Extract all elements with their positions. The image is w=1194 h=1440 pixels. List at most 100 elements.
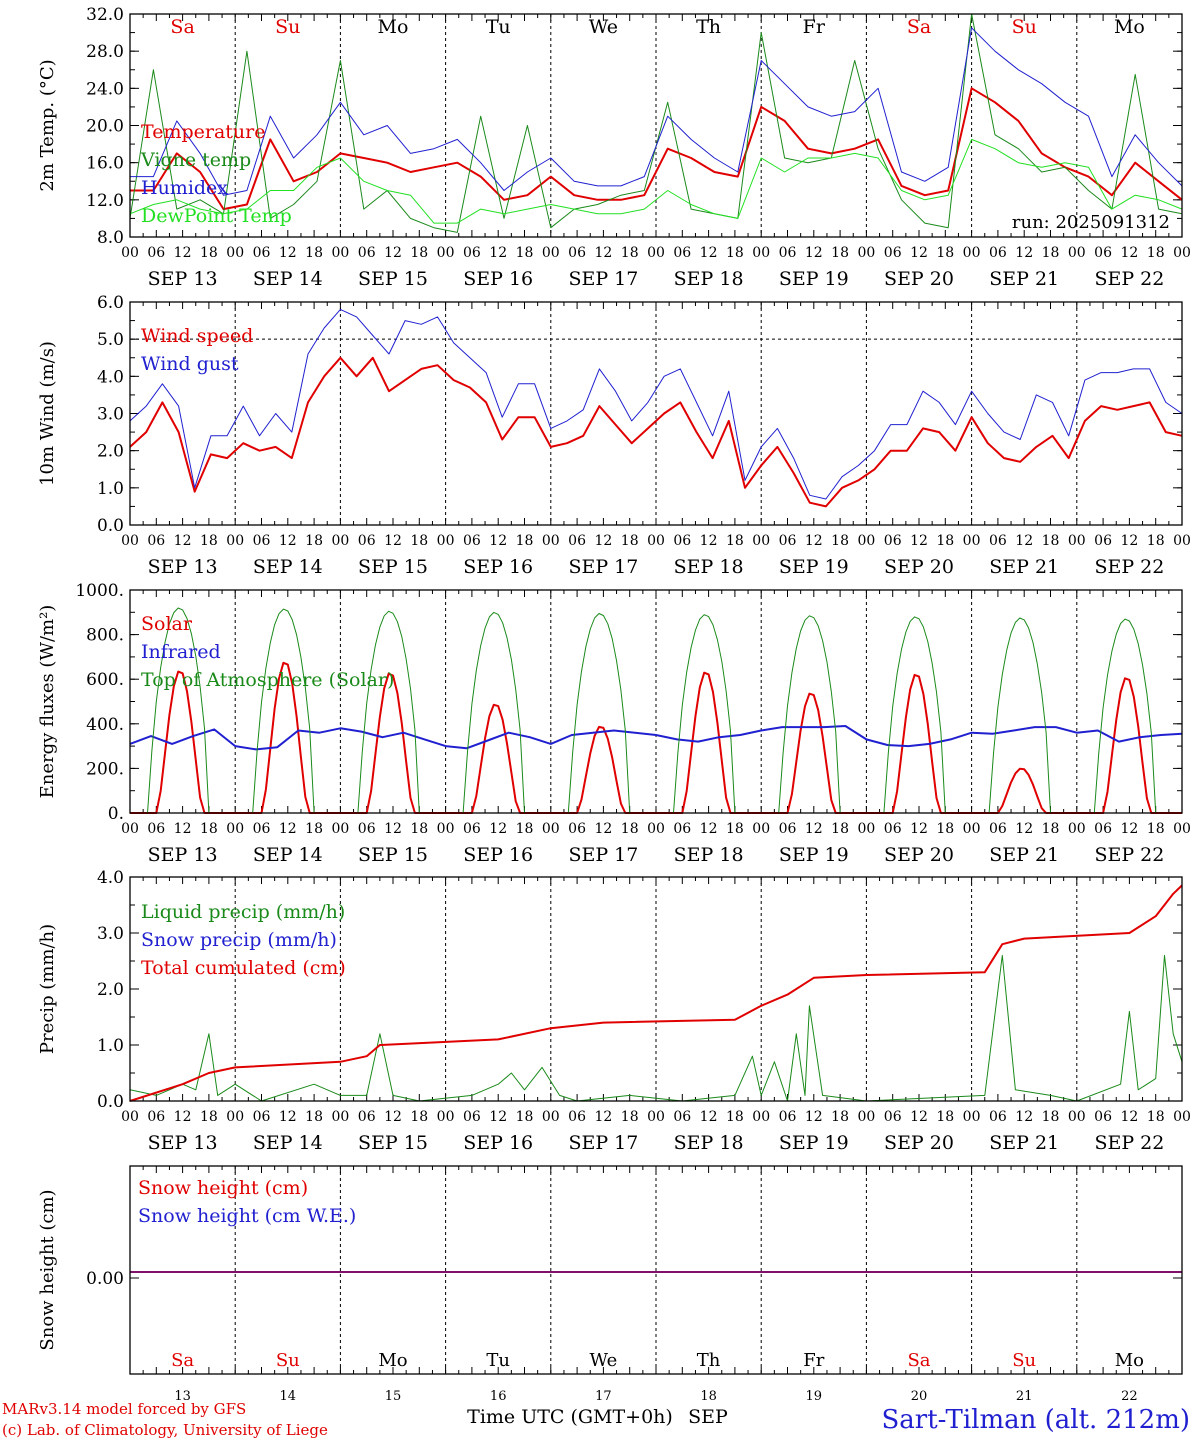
x-hour-label: 18: [936, 1109, 954, 1125]
legend-entry: Snow height (cm W.E.): [138, 1205, 356, 1227]
series-line-wind-speed: [129, 356, 1183, 508]
x-hour-label: 06: [779, 1109, 797, 1125]
y-axis-title: Energy fluxes (W/m²): [37, 605, 58, 799]
weekday-label: We: [589, 16, 618, 38]
y-tick-label: 20.0: [86, 117, 124, 137]
plot-frame: [129, 13, 1183, 238]
x-day-label: SEP 17: [568, 556, 638, 578]
x-day-label: SEP 21: [989, 268, 1059, 290]
y-tick-label: 3.0: [97, 405, 124, 425]
series-line-wind-gust: [129, 308, 1183, 500]
x-hour-label: 00: [121, 245, 139, 261]
legend-entry: Humidex: [141, 177, 228, 199]
x-hour-label: 06: [673, 1109, 691, 1125]
x-hour-label: 00: [857, 1109, 875, 1125]
x-hour-label: 18: [1042, 821, 1060, 837]
x-hour-label: 06: [989, 821, 1007, 837]
x-hour-label: 18: [516, 821, 534, 837]
credit-line-2: (c) Lab. of Climatology, University of L…: [2, 1421, 328, 1439]
x-hour-label: 12: [384, 533, 402, 549]
panel-wind: 0.0 1.0 2.0 3.0 4.0 5.0 6.0 10m Wind (m/s) Wind …: [37, 293, 1191, 578]
y-tick-label: 0.: [108, 804, 124, 824]
x-hour-label: 18: [831, 821, 849, 837]
x-hour-label: 12: [279, 821, 297, 837]
x-hour-label: 12: [174, 245, 192, 261]
weekday-label: Tu: [486, 16, 511, 38]
x-hour-label: 06: [568, 1109, 586, 1125]
series-line-infrared: [129, 725, 1183, 751]
y-tick-label: 2.0: [97, 442, 124, 462]
x-day-label: SEP 18: [674, 556, 744, 578]
x-hour-label: 12: [805, 245, 823, 261]
x-day-label: SEP 20: [884, 1132, 954, 1154]
x-hour-label: 18: [1147, 245, 1165, 261]
x-hour-label: 12: [1120, 533, 1138, 549]
x-hour-label: 18: [1042, 533, 1060, 549]
weekday-label: Mo: [378, 1350, 407, 1371]
x-axis-title: Time UTC (GMT+0h): [467, 1406, 673, 1428]
x-day-number: 21: [1016, 1389, 1033, 1404]
x-hour-label: 06: [673, 245, 691, 261]
x-hour-label: 00: [752, 821, 770, 837]
x-hour-label: 00: [857, 245, 875, 261]
x-hour-label: 00: [963, 245, 981, 261]
x-hour-label: 00: [1068, 533, 1086, 549]
x-day-label: SEP 15: [358, 556, 428, 578]
y-tick-label: 32.0: [86, 5, 124, 25]
x-hour-label: 12: [1015, 245, 1033, 261]
weekday-label: Sa: [907, 16, 931, 38]
weekday-label: Mo: [378, 16, 409, 38]
x-hour-label: 00: [857, 533, 875, 549]
x-hour-label: 06: [568, 821, 586, 837]
x-hour-label: 18: [831, 245, 849, 261]
x-hour-label: 00: [542, 821, 560, 837]
x-hour-label: 18: [621, 821, 639, 837]
x-hour-label: 00: [542, 1109, 560, 1125]
x-hour-label: 18: [516, 245, 534, 261]
y-axis-title: Snow height (cm): [37, 1189, 58, 1350]
weekday-label: Sa: [170, 16, 194, 38]
x-day-label: SEP 14: [253, 556, 323, 578]
x-day-number: 22: [1121, 1389, 1138, 1404]
x-hour-label: 00: [331, 533, 349, 549]
x-hour-label: 18: [410, 533, 428, 549]
x-hour-label: 06: [147, 821, 165, 837]
plot-frame: [129, 876, 1183, 1102]
weekday-label: Su: [1012, 1350, 1036, 1371]
y-tick-label: 6.0: [97, 293, 124, 313]
x-hour-label: 12: [384, 821, 402, 837]
x-hour-label: 00: [963, 1109, 981, 1125]
legend-entry: Temperature: [141, 121, 265, 143]
legend-entry: Liquid precip (mm/h): [141, 901, 345, 923]
x-hour-label: 12: [489, 1109, 507, 1125]
y-axis-title: 2m Temp. (°C): [37, 59, 58, 191]
x-hour-label: 12: [594, 1109, 612, 1125]
x-hour-label: 12: [279, 1109, 297, 1125]
x-hour-label: 00: [437, 1109, 455, 1125]
x-hour-label: 12: [1120, 821, 1138, 837]
x-hour-label: 00: [542, 533, 560, 549]
x-hour-label: 06: [253, 1109, 271, 1125]
weekday-label: Fr: [803, 1350, 824, 1371]
x-day-label: SEP 16: [463, 1132, 533, 1154]
weekday-label: Th: [696, 16, 721, 38]
x-hour-label: 12: [700, 821, 718, 837]
x-day-label: SEP 13: [148, 1132, 218, 1154]
x-hour-label: 06: [147, 533, 165, 549]
x-day-number: 13: [174, 1389, 191, 1404]
x-day-label: SEP 13: [148, 556, 218, 578]
x-day-label: SEP 20: [884, 844, 954, 866]
x-hour-label: 00: [647, 821, 665, 837]
x-hour-label: 12: [174, 533, 192, 549]
x-hour-label: 00: [542, 245, 560, 261]
y-tick-label: 3.0: [97, 924, 124, 944]
x-hour-label: 00: [437, 533, 455, 549]
x-day-label: SEP 18: [674, 268, 744, 290]
x-day-label: SEP 19: [779, 844, 849, 866]
legend-entry: Vigne temp: [140, 149, 251, 171]
x-day-label: SEP 13: [148, 844, 218, 866]
y-tick-label: 12.0: [86, 191, 124, 211]
weekday-label: Sa: [907, 1350, 930, 1371]
x-hour-label: 00: [1173, 821, 1191, 837]
